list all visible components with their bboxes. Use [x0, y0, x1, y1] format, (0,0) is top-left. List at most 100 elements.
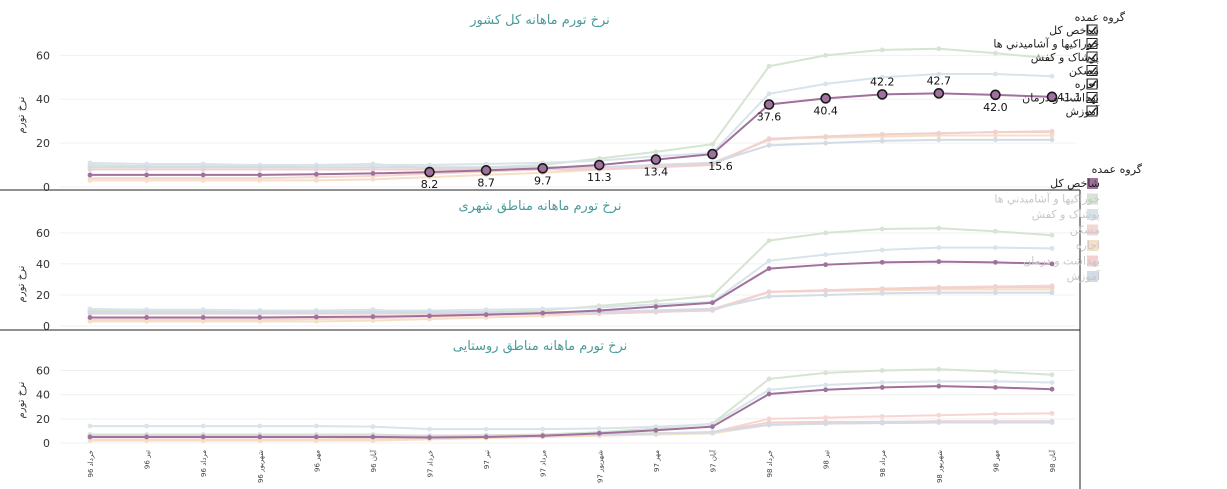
color-legend-item[interactable]: آموزش	[1067, 269, 1101, 283]
data-point	[87, 309, 93, 315]
checkbox[interactable]	[1086, 92, 1098, 103]
x-tick-label: آبان 98	[1048, 449, 1057, 472]
data-point	[879, 226, 885, 232]
color-legend-item[interactable]: اجاره	[1076, 239, 1100, 252]
data-point	[936, 412, 942, 418]
checkbox[interactable]	[1086, 78, 1098, 90]
data-point	[993, 133, 998, 138]
check-icon	[1088, 26, 1097, 34]
data-label: 8.2	[421, 178, 439, 191]
data-point	[313, 178, 319, 183]
data-point	[823, 387, 829, 393]
data-point	[823, 287, 829, 293]
data-point	[144, 434, 149, 440]
data-point	[1049, 290, 1055, 296]
data-point	[200, 178, 206, 183]
data-point	[993, 71, 998, 77]
data-point	[710, 293, 715, 299]
checkbox[interactable]	[1086, 38, 1098, 49]
data-point	[710, 160, 715, 166]
data-point	[200, 309, 206, 315]
data-point	[87, 438, 93, 443]
data-point	[936, 285, 942, 291]
x-tick-label: خرداد 96	[87, 450, 95, 478]
y-tick-label: 40	[36, 389, 50, 402]
x-tick-label: مرداد 98	[879, 450, 887, 477]
filter-checkbox-item[interactable]: آموزش	[1066, 104, 1100, 118]
filter-checkbox-item[interactable]: اجاره	[1075, 78, 1099, 91]
filter-item-label: مسکن	[1069, 65, 1099, 78]
series-line	[89, 227, 1053, 314]
color-legend: گروه عمده شاخص کل خوراکیها و آشامیدني ها پ…	[994, 163, 1142, 283]
data-point	[936, 420, 942, 425]
data-point	[710, 429, 715, 435]
checkbox[interactable]	[1086, 51, 1098, 63]
x-tick-label: مرداد 97	[540, 450, 548, 477]
data-point	[596, 426, 602, 431]
data-point	[823, 52, 829, 58]
data-label: 37.6	[757, 111, 782, 124]
data-point	[370, 170, 376, 176]
legend-swatch	[1087, 240, 1098, 251]
check-icon	[1088, 94, 1097, 102]
data-label: 42.0	[983, 101, 1008, 114]
data-point	[710, 306, 715, 312]
data-label: 8.7	[477, 176, 495, 189]
data-point	[87, 434, 93, 440]
data-point	[823, 421, 829, 427]
data-point	[936, 290, 942, 296]
color-legend-item[interactable]: پوشاک و کفش	[1032, 208, 1100, 221]
checkbox[interactable]	[1086, 105, 1098, 117]
data-point	[653, 304, 659, 309]
series-line	[90, 380, 1053, 431]
filter-checkbox-item[interactable]: پوشاک و کفش	[1031, 51, 1099, 64]
data-point	[483, 434, 489, 440]
y-tick-label: 0	[43, 437, 50, 450]
data-point	[370, 309, 376, 315]
panel-1-y-axis-label: نرخ تورم	[16, 97, 27, 134]
data-point	[427, 426, 432, 432]
checkbox[interactable]	[1086, 65, 1098, 76]
data-point	[879, 291, 885, 296]
filter-checkbox-item[interactable]: خوراکیها و آشامیدني ها	[993, 37, 1099, 51]
highlight-marker	[820, 93, 831, 104]
filter-checkbox-item[interactable]: مسکن	[1069, 65, 1099, 78]
data-point	[596, 308, 602, 313]
data-point	[483, 312, 489, 318]
highlight-marker	[707, 148, 718, 160]
legend-item-label: پوشاک و کفش	[1032, 208, 1100, 221]
data-point	[370, 176, 376, 182]
data-point	[766, 63, 772, 69]
data-point	[87, 423, 93, 429]
data-point	[879, 286, 885, 292]
filter-checkbox-item[interactable]: بهداشت و درمان	[1022, 92, 1099, 105]
data-point	[879, 380, 885, 385]
data-point	[710, 141, 715, 147]
data-point	[993, 378, 998, 384]
data-point	[993, 245, 998, 251]
color-legend-title: گروه عمده	[1092, 163, 1143, 176]
checkbox[interactable]	[1086, 24, 1098, 36]
data-point	[653, 427, 659, 433]
data-point	[823, 382, 829, 388]
data-point	[1049, 245, 1055, 251]
series-line	[89, 47, 1053, 170]
color-legend-item[interactable]: خوراکیها و آشامیدني ها	[994, 192, 1100, 206]
filter-item-label: خوراکیها و آشامیدني ها	[993, 37, 1099, 51]
data-point	[766, 294, 772, 299]
filter-checkbox-item[interactable]: شاخص کل	[1049, 24, 1099, 37]
data-point	[1049, 420, 1055, 425]
data-point	[87, 164, 93, 170]
data-point	[993, 259, 998, 265]
data-point	[257, 318, 263, 324]
data-point	[766, 258, 772, 264]
color-legend-item[interactable]: بهداشت و درمان	[1023, 255, 1100, 268]
series-line	[90, 138, 1052, 169]
color-legend-item[interactable]: شاخص کل	[1050, 177, 1100, 190]
data-point	[87, 318, 93, 324]
data-point	[823, 415, 829, 421]
color-legend-item[interactable]: مسکن	[1070, 224, 1100, 237]
data-point	[653, 308, 659, 313]
data-point	[879, 414, 885, 419]
